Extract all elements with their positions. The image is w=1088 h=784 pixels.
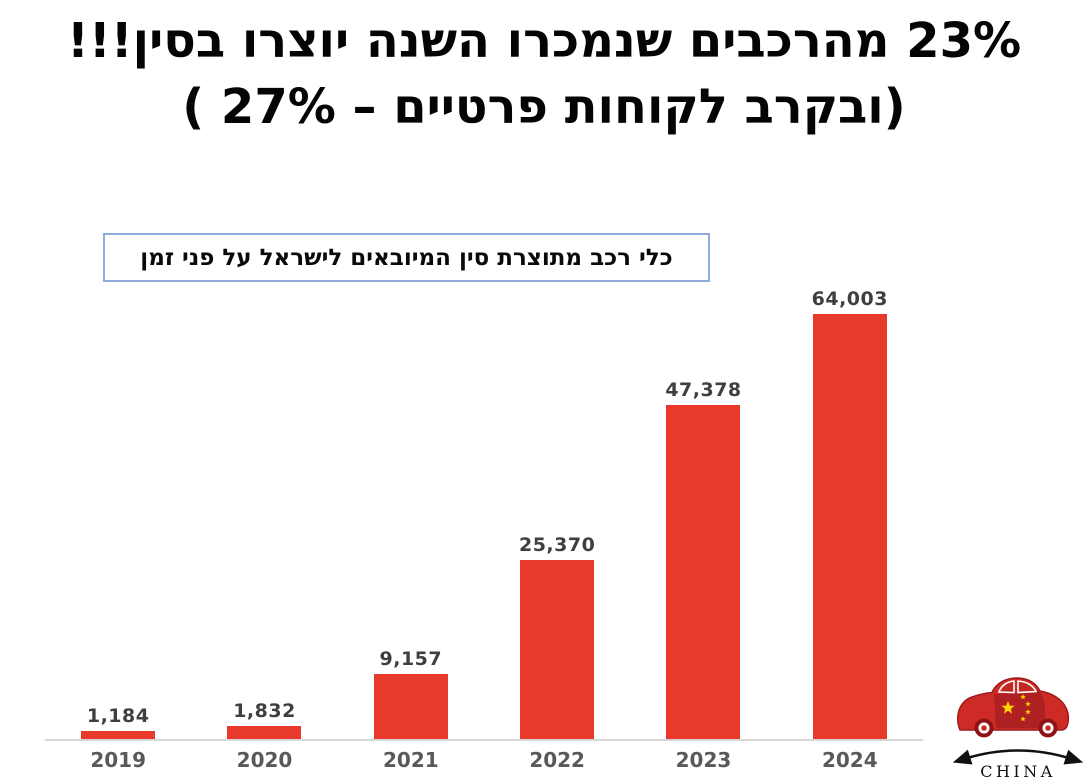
- bar-2022: [520, 560, 595, 739]
- bar-cell-2024: 64,003: [777, 288, 923, 739]
- swoosh-arc: [952, 749, 1084, 765]
- title-line-1: 23% מהרכבים שנמכרו השנה יוצרו בסין!!!: [66, 13, 1022, 69]
- bar-value-label: 9,157: [379, 648, 443, 670]
- car-rear-window: [1017, 680, 1038, 694]
- bar-2021: [373, 674, 448, 739]
- x-axis-label-2023: 2023: [675, 748, 732, 772]
- bar-value-label: 47,378: [665, 379, 742, 401]
- x-axis-line: [45, 739, 923, 741]
- bar-value-label: 1,184: [86, 705, 150, 727]
- x-axis-label-2024: 2024: [821, 748, 878, 772]
- bar-value-label: 1,832: [233, 700, 296, 722]
- bar-cell-2022: 25,370: [484, 288, 630, 739]
- car-icon: CHINA: [952, 677, 1084, 781]
- car-door-panel: [994, 691, 1046, 728]
- x-axis-label-2022: 2022: [529, 748, 585, 772]
- x-axis-label-2021: 2021: [382, 748, 439, 772]
- car-rear-wheel: [1038, 718, 1058, 738]
- car-front-window: [997, 680, 1015, 694]
- china-car-logo: CHINA: [952, 676, 1084, 782]
- slide-title: 23% מהרכבים שנמכרו השנה יוצרו בסין!!! (ו…: [0, 8, 1088, 140]
- title-line-2: (ובקרב לקוחות פרטיים – 27% ): [182, 79, 906, 136]
- chart-caption-text: כלי רכב מתוצרת סין המיובאים לישראל על פנ…: [140, 244, 673, 271]
- x-axis-label-2019: 2019: [90, 748, 146, 772]
- bar-chart: 1,184 1,832 9,157 25,370 47,378 64,003: [45, 288, 923, 739]
- car-front-wheel: [974, 718, 994, 738]
- china-wordmark: CHINA: [980, 762, 1056, 781]
- bar-2023: [666, 405, 741, 739]
- bar-value-label: 25,370: [518, 534, 596, 556]
- bar-cell-2021: 9,157: [338, 288, 484, 739]
- bar-cell-2023: 47,378: [630, 288, 776, 739]
- bar-value-label: 64,003: [811, 288, 888, 310]
- chart-caption-box: כלי רכב מתוצרת סין המיובאים לישראל על פנ…: [103, 233, 710, 282]
- bar-2020: [227, 726, 302, 739]
- x-axis-label-2020: 2020: [236, 748, 293, 772]
- bar-cell-2020: 1,832: [191, 288, 337, 739]
- bar-2019: [81, 731, 156, 739]
- x-axis-labels: 2019 2020 2021 2022 2023 2024: [45, 748, 923, 772]
- bar-2024: [812, 314, 887, 739]
- bar-cell-2019: 1,184: [45, 288, 191, 739]
